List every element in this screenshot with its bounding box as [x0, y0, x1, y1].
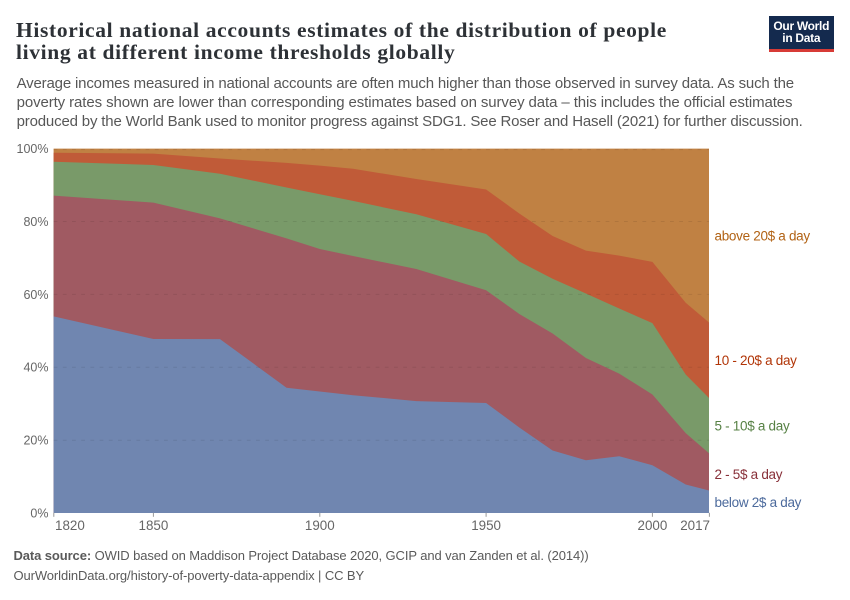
svg-text:5 - 10$ a day: 5 - 10$ a day	[715, 419, 790, 434]
svg-text:80%: 80%	[23, 215, 48, 229]
svg-text:below 2$ a day: below 2$ a day	[715, 495, 802, 510]
svg-text:0%: 0%	[30, 506, 48, 520]
svg-text:60%: 60%	[23, 288, 48, 302]
svg-text:2017: 2017	[680, 518, 710, 533]
svg-text:2 - 5$ a day: 2 - 5$ a day	[715, 467, 783, 482]
svg-text:10 - 20$ a day: 10 - 20$ a day	[715, 353, 798, 368]
svg-text:20%: 20%	[23, 434, 48, 448]
svg-text:1850: 1850	[139, 518, 169, 533]
svg-text:2000: 2000	[638, 518, 668, 533]
svg-text:1950: 1950	[471, 518, 501, 533]
svg-text:40%: 40%	[23, 361, 48, 375]
svg-text:1820: 1820	[55, 518, 85, 533]
svg-text:above 20$ a day: above 20$ a day	[715, 229, 811, 244]
svg-text:1900: 1900	[305, 518, 335, 533]
svg-text:100%: 100%	[17, 142, 49, 156]
